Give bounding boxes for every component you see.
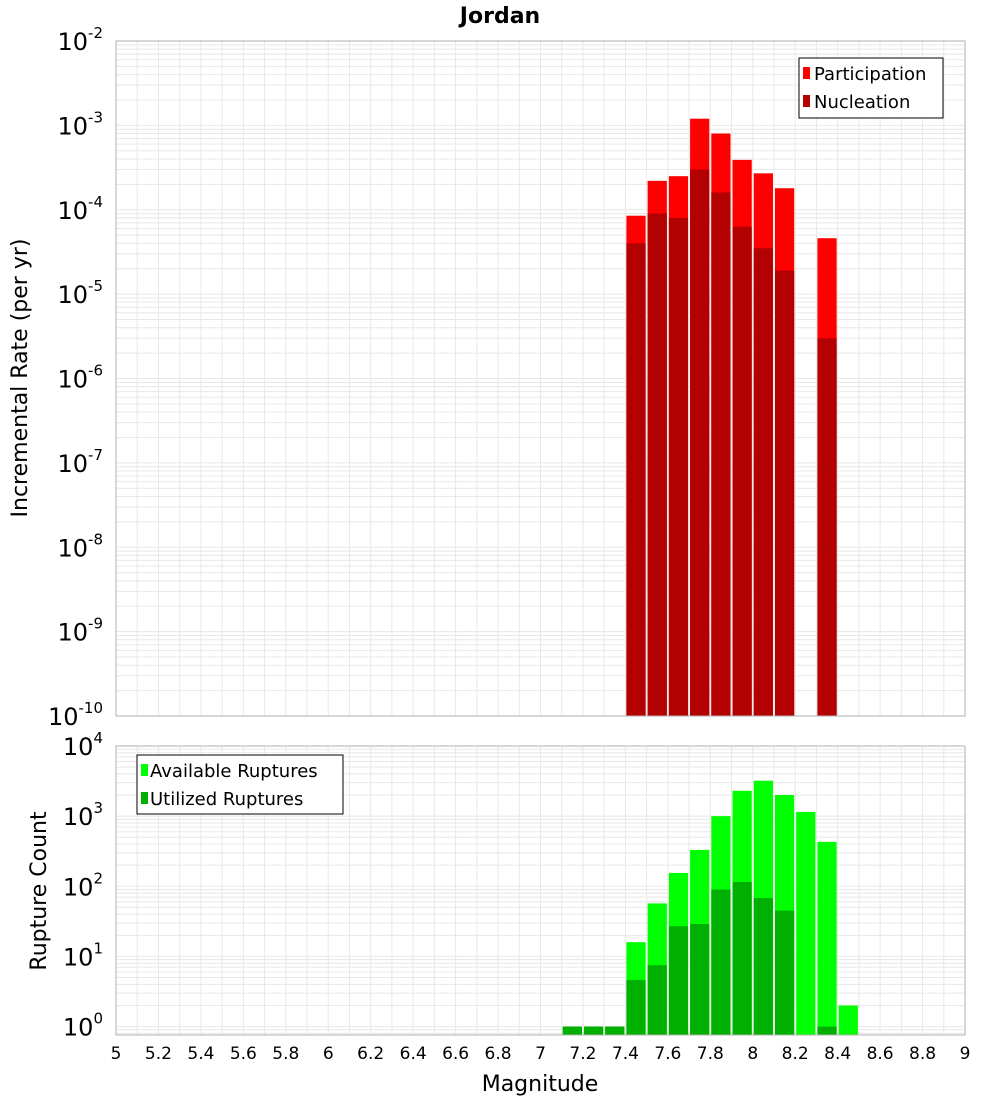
top-y-tick-labels: 10-10 10-9 10-8 10-7 10-6 10-5 10-4 10-3 10-2 [48, 24, 103, 731]
top-plot-bars [626, 118, 837, 717]
bar-nucleation [774, 270, 795, 716]
x-tick-label: 7.2 [569, 1044, 596, 1064]
bottom-y-tick-label: 100 [63, 1010, 103, 1042]
bar-utilized-ruptures [605, 1026, 625, 1035]
x-tick-labels: 5 5.2 5.4 5.6 5.8 6 6.2 6.4 6.6 6.8 7 7.2 7.4 7.6 7.8 8… [111, 1044, 971, 1064]
bottom-y-tick-label: 102 [63, 869, 103, 901]
bottom-legend: Available Ruptures Utilized Ruptures [136, 754, 344, 815]
bar-available-ruptures [796, 811, 816, 1035]
x-tick-label: 6 [323, 1044, 334, 1064]
bar-utilized-ruptures [583, 1026, 604, 1035]
top-y-tick-label: 10-3 [57, 108, 103, 140]
x-tick-label: 6.4 [400, 1044, 427, 1064]
bar-utilized-ruptures [668, 926, 689, 1035]
bar-utilized-ruptures [626, 980, 646, 1035]
x-tick-label: 7.6 [654, 1044, 681, 1064]
bar-nucleation [753, 248, 773, 717]
top-plot-grid [115, 41, 966, 717]
x-tick-label: 6.6 [442, 1044, 469, 1064]
x-tick-label: 5.4 [187, 1044, 214, 1064]
bar-utilized-ruptures [690, 924, 710, 1035]
bottom-y-tick-labels: 100 101 102 103 104 [63, 729, 103, 1042]
bar-nucleation [711, 192, 731, 717]
x-tick-label: 8.8 [909, 1044, 936, 1064]
legend-label-participation: Participation [814, 64, 926, 85]
x-tick-label: 6.8 [485, 1044, 512, 1064]
legend-swatch-participation [803, 67, 810, 79]
x-tick-label: 8.6 [867, 1044, 894, 1064]
top-y-axis-label: Incremental Rate (per yr) [8, 239, 33, 518]
x-tick-label: 5 [111, 1044, 122, 1064]
top-y-tick-label: 10-5 [57, 277, 103, 309]
x-tick-label: 8 [747, 1044, 758, 1064]
x-tick-label: 8.2 [782, 1044, 809, 1064]
bar-utilized-ruptures [562, 1026, 582, 1035]
x-tick-label: 5.8 [272, 1044, 299, 1064]
x-tick-label: 5.6 [230, 1044, 257, 1064]
bar-utilized-ruptures [774, 910, 795, 1035]
bar-utilized-ruptures [732, 882, 752, 1035]
legend-label-nucleation: Nucleation [814, 92, 910, 113]
legend-label-available: Available Ruptures [150, 761, 318, 782]
bar-nucleation [732, 226, 752, 716]
x-tick-label: 9 [960, 1044, 971, 1064]
bottom-legend-box [136, 754, 344, 815]
top-y-tick-label: 10-6 [57, 362, 103, 394]
x-tick-label: 8.4 [824, 1044, 851, 1064]
x-tick-label: 7 [535, 1044, 546, 1064]
top-y-tick-label: 10-10 [48, 699, 103, 731]
bar-nucleation [817, 338, 837, 716]
top-y-tick-label: 10-4 [57, 193, 103, 225]
bar-nucleation [668, 217, 689, 716]
bottom-y-tick-label: 104 [63, 729, 103, 761]
x-axis-label: Magnitude [482, 1072, 599, 1097]
top-y-tick-label: 10-2 [57, 24, 103, 56]
legend-label-utilized: Utilized Ruptures [150, 789, 303, 810]
bottom-y-tick-label: 103 [63, 799, 103, 831]
bar-nucleation [647, 213, 667, 717]
bar-available-ruptures [838, 1005, 858, 1035]
bar-utilized-ruptures [647, 965, 667, 1035]
top-y-tick-label: 10-9 [57, 615, 103, 647]
bottom-plot-frame [115, 745, 966, 1036]
legend-swatch-available [141, 764, 148, 776]
x-tick-label: 6.2 [357, 1044, 384, 1064]
top-legend-box [798, 57, 944, 119]
top-legend: Participation Nucleation [798, 57, 944, 119]
bar-nucleation [626, 243, 646, 717]
legend-swatch-nucleation [803, 95, 810, 107]
top-plot-frame [115, 40, 966, 717]
chart-title: Jordan [458, 4, 540, 29]
bar-available-ruptures [817, 841, 837, 1035]
x-tick-label: 7.8 [697, 1044, 724, 1064]
bar-nucleation [690, 169, 710, 716]
legend-swatch-utilized [141, 792, 148, 804]
bar-utilized-ruptures [817, 1026, 837, 1035]
bar-utilized-ruptures [711, 889, 731, 1035]
x-tick-label: 7.4 [612, 1044, 639, 1064]
top-y-tick-label: 10-7 [57, 446, 103, 478]
bottom-y-tick-label: 101 [63, 939, 103, 971]
bottom-plot-bars [562, 780, 858, 1035]
x-tick-label: 5.2 [145, 1044, 172, 1064]
top-y-tick-label: 10-8 [57, 530, 103, 562]
bottom-y-axis-label: Rupture Count [27, 811, 52, 971]
bar-utilized-ruptures [753, 898, 773, 1035]
